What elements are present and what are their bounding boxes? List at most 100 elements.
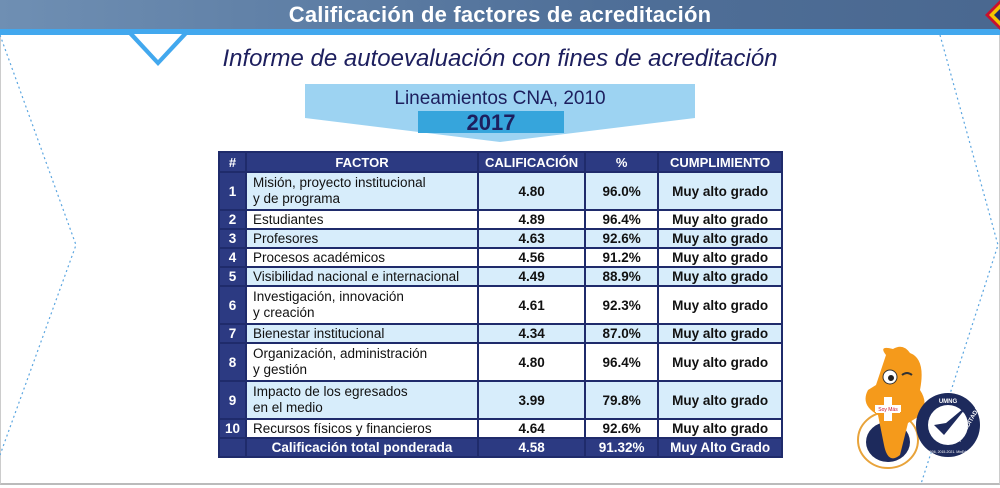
- row-number: 6: [218, 285, 247, 325]
- score-cell: 4.89: [476, 209, 587, 230]
- percent-cell: 96.4%: [584, 209, 660, 230]
- factor-line-2: y creación: [253, 305, 315, 320]
- factor-line-1: Organización, administración: [253, 346, 428, 361]
- table-row: 4 Procesos académicos 4.56 91.2% Muy alt…: [218, 247, 783, 268]
- percent-cell: 92.3%: [584, 285, 660, 325]
- row-number: 3: [218, 228, 247, 249]
- score-cell: 4.56: [476, 247, 587, 268]
- table-row: 9 Impacto de los egresados en el medio 3.…: [218, 380, 783, 420]
- total-label: Calificación total ponderada: [245, 437, 479, 458]
- table-row: 8 Organización, administración y gestión …: [218, 342, 783, 382]
- row-number: 9: [218, 380, 247, 420]
- factor-line-1: Impacto de los egresados: [253, 384, 408, 399]
- percent-cell: 96.4%: [584, 342, 660, 382]
- compliance-cell: Muy alto grado: [657, 323, 783, 344]
- score-cell: 4.80: [476, 171, 587, 211]
- flag-icon: [985, 0, 1000, 30]
- row-number: 2: [218, 209, 247, 230]
- factor-name: Visibilidad nacional e internacional: [245, 266, 479, 287]
- score-cell: 4.34: [476, 323, 587, 344]
- factor-line-2: y gestión: [253, 362, 308, 377]
- percent-cell: 88.9%: [584, 266, 660, 287]
- compliance-cell: Muy alto grado: [657, 171, 783, 211]
- row-number: 10: [218, 418, 247, 439]
- factor-line-1: Procesos académicos: [253, 249, 386, 265]
- col-score: CALIFICACIÓN: [476, 151, 587, 173]
- factors-table: # FACTOR CALIFICACIÓN % CUMPLIMIENTO 1 M…: [218, 151, 783, 458]
- col-compliance: CUMPLIMIENTO: [657, 151, 783, 173]
- compliance-cell: Muy alto grado: [657, 285, 783, 325]
- compliance-cell: Muy alto grado: [657, 342, 783, 382]
- total-percent: 91.32%: [584, 437, 660, 458]
- factor-line-1: Visibilidad nacional e internacional: [253, 268, 460, 284]
- notch-inner: [134, 34, 182, 60]
- factor-name: Estudiantes: [245, 209, 479, 230]
- seal-top-text: UMNG: [939, 399, 958, 405]
- table-row: 6 Investigación, innovación y creación 4.…: [218, 285, 783, 325]
- score-cell: 4.64: [476, 418, 587, 439]
- table-row: 3 Profesores 4.63 92.6% Muy alto grado: [218, 228, 783, 249]
- factor-line-2: en el medio: [253, 400, 323, 415]
- percent-cell: 79.8%: [584, 380, 660, 420]
- factor-name: Procesos académicos: [245, 247, 479, 268]
- factor-name: Profesores: [245, 228, 479, 249]
- table-row: 10 Recursos físicos y financieros 4.64 9…: [218, 418, 783, 439]
- total-number: [218, 437, 247, 458]
- compliance-cell: Muy alto grado: [657, 418, 783, 439]
- row-number: 5: [218, 266, 247, 287]
- percent-cell: 87.0%: [584, 323, 660, 344]
- score-cell: 4.80: [476, 342, 587, 382]
- compliance-cell: Muy alto grado: [657, 247, 783, 268]
- factor-name: Bienestar institucional: [245, 323, 479, 344]
- title-stripe: [0, 29, 1000, 35]
- total-row: Calificación total ponderada 4.58 91.32% Mu…: [218, 437, 783, 458]
- left-dashed-decoration: [0, 35, 77, 456]
- compliance-cell: Muy alto grado: [657, 266, 783, 287]
- factor-line-1: Recursos físicos y financieros: [253, 420, 432, 436]
- row-number: 4: [218, 247, 247, 268]
- table-header: # FACTOR CALIFICACIÓN % CUMPLIMIENTO: [218, 151, 783, 173]
- compliance-cell: Muy alto grado: [657, 209, 783, 230]
- col-number: #: [218, 151, 247, 173]
- year-label: 2017: [418, 111, 564, 134]
- score-cell: 4.61: [476, 285, 587, 325]
- factor-line-1: Misión, proyecto institucional: [253, 175, 426, 190]
- table-row: 5 Visibilidad nacional e internacional 4…: [218, 266, 783, 287]
- factor-line-1: Profesores: [253, 230, 319, 246]
- factor-name: Investigación, innovación y creación: [245, 285, 479, 325]
- title-bar: Calificación de factores de acreditación: [0, 0, 1000, 29]
- row-number: 7: [218, 323, 247, 344]
- factor-name: Organización, administración y gestión: [245, 342, 479, 382]
- col-factor: FACTOR: [245, 151, 479, 173]
- factor-name: Recursos físicos y financieros: [245, 418, 479, 439]
- row-number: 8: [218, 342, 247, 382]
- accreditation-badge: Soy Más UMNG ACREDITADA Res. 10906, 2015…: [857, 346, 982, 469]
- compliance-cell: Muy alto grado: [657, 228, 783, 249]
- total-compliance: Muy Alto Grado: [657, 437, 783, 458]
- page-title: Calificación de factores de acreditación: [288, 2, 712, 27]
- table-row: 2 Estudiantes 4.89 96.4% Muy alto grado: [218, 209, 783, 230]
- percent-cell: 92.6%: [584, 418, 660, 439]
- seal-bottom-text: Res. 10906, 2015-2021. MinEducación: [918, 450, 979, 454]
- percent-cell: 96.0%: [584, 171, 660, 211]
- col-percent: %: [584, 151, 660, 173]
- score-cell: 3.99: [476, 380, 587, 420]
- factor-line-1: Bienestar institucional: [253, 325, 385, 341]
- table-row: 1 Misión, proyecto institucional y de pro…: [218, 171, 783, 211]
- percent-cell: 92.6%: [584, 228, 660, 249]
- guidelines-label: Lineamientos CNA, 2010: [394, 88, 606, 109]
- factor-line-1: Estudiantes: [253, 211, 324, 227]
- score-cell: 4.63: [476, 228, 587, 249]
- factor-line-2: y de programa: [253, 191, 341, 206]
- report-subtitle: Informe de autoevaluación con fines de a…: [222, 45, 778, 72]
- factor-name: Misión, proyecto institucional y de progr…: [245, 171, 479, 211]
- percent-cell: 91.2%: [584, 247, 660, 268]
- factor-line-1: Investigación, innovación: [253, 289, 404, 304]
- compliance-cell: Muy alto grado: [657, 380, 783, 420]
- row-number: 1: [218, 171, 247, 211]
- factor-name: Impacto de los egresados en el medio: [245, 380, 479, 420]
- mascot-text: Soy Más: [878, 407, 898, 413]
- table-row: 7 Bienestar institucional 4.34 87.0% Muy…: [218, 323, 783, 344]
- score-cell: 4.49: [476, 266, 587, 287]
- total-score: 4.58: [476, 437, 587, 458]
